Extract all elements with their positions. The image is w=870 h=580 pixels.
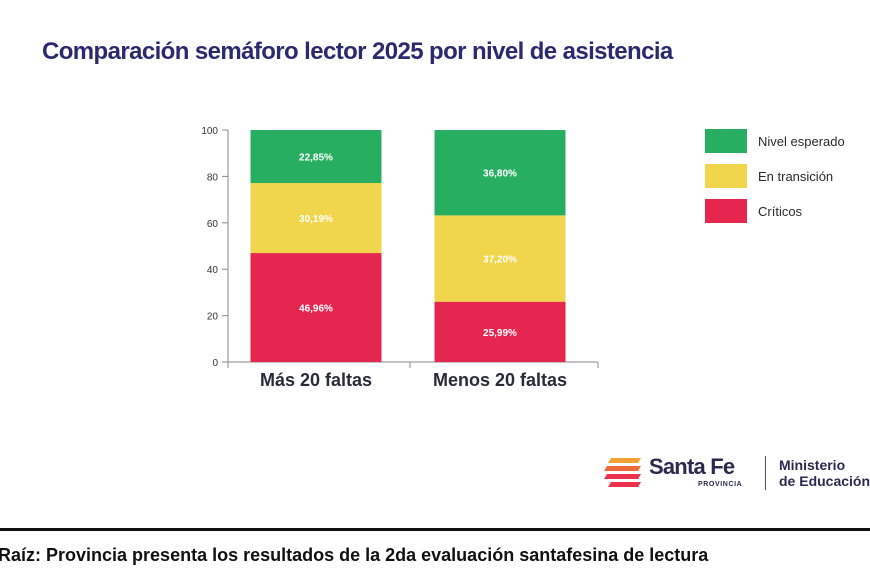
y-tick-label: 0 (212, 358, 218, 369)
bar-segment (434, 301, 566, 362)
y-tick-label: 40 (207, 265, 219, 276)
legend-item: En transición (705, 164, 845, 188)
data-label: 25,99% (483, 328, 517, 339)
logo-stripe (608, 482, 641, 487)
data-label: 37,20% (483, 255, 517, 266)
logo-divider (765, 456, 766, 490)
legend-label: Críticos (758, 203, 803, 219)
caption-rule (0, 528, 870, 531)
y-tick-label: 100 (201, 126, 218, 137)
legend-item: Críticos (705, 199, 845, 223)
chart-title: Comparación semáforo lector 2025 por niv… (42, 38, 673, 65)
x-category-label: Menos 20 faltas (433, 370, 567, 390)
ministry-line-2: de Educación (779, 473, 870, 489)
x-category-label: Más 20 faltas (260, 370, 372, 390)
chart-legend: Nivel esperado En transición Críticos (705, 129, 845, 234)
data-label: 22,85% (299, 153, 333, 164)
legend-swatch (705, 199, 747, 223)
logo-stripe (608, 458, 641, 463)
santa-fe-mark-icon (604, 458, 641, 487)
data-label: 46,96% (299, 304, 333, 315)
caption: Raíz: Provincia presenta los resultados … (0, 545, 709, 565)
legend-label: En transición (758, 168, 834, 184)
ministry-line-1: Ministerio (779, 457, 846, 473)
legend-item: Nivel esperado (705, 129, 845, 153)
logo-subtitle: PROVINCIA (698, 481, 743, 488)
bar-segment (250, 130, 382, 184)
bar-segment (434, 130, 566, 216)
legend-label: Nivel esperado (758, 133, 845, 149)
stacked-bar-chart: 0 20 40 60 80 100 46,96% 30,19% 22,85% Más 20 fal… (201, 126, 599, 390)
bar-segment (434, 215, 566, 302)
logo-stripe (604, 466, 641, 471)
y-tick-label: 20 (207, 312, 219, 323)
legend-swatch (705, 129, 747, 153)
logo-name: Santa Fe (649, 454, 735, 479)
data-label: 30,19% (299, 214, 333, 225)
bar-segment (250, 183, 382, 254)
data-label: 36,80% (483, 169, 517, 180)
santa-fe-logo: Santa Fe PROVINCIA Ministerio de Educaci… (603, 452, 870, 496)
legend-swatch (705, 164, 747, 188)
bar-segment (250, 253, 382, 362)
ministry-name: Ministerio de Educación (779, 457, 870, 489)
y-tick-label: 60 (207, 219, 219, 230)
y-tick-label: 80 (207, 172, 219, 183)
logo-stripe (604, 474, 641, 479)
